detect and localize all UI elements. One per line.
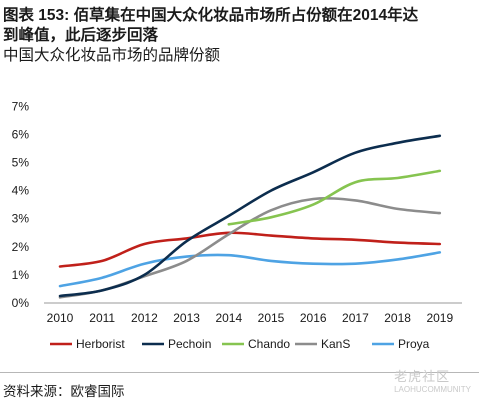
chart-title: 图表 153: 佰草集在中国大众化妆品市场所占份额在2014年达 到峰值，此后逐… [3, 6, 477, 66]
legend-label-kans: KanS [321, 337, 350, 351]
y-tick-label: 3% [12, 212, 30, 226]
source-divider [0, 372, 479, 373]
series-line-herborist [58, 231, 442, 268]
x-tick-label: 2019 [426, 311, 453, 325]
legend-label-herborist: Herborist [76, 337, 125, 351]
y-tick-label: 7% [12, 99, 30, 113]
title-line-2: 到峰值，此后逐步回落 [3, 27, 159, 44]
series-line-proya [58, 251, 442, 288]
y-tick-label: 0% [12, 296, 30, 310]
x-tick-label: 2015 [258, 311, 285, 325]
x-tick-label: 2013 [173, 311, 200, 325]
y-tick-label: 6% [12, 127, 30, 141]
watermark-logo: 老虎社区 LAOHUCOMMUNITY [394, 366, 471, 394]
x-tick-label: 2011 [89, 311, 115, 325]
x-tick-label: 2012 [131, 311, 158, 325]
legend-label-proya: Proya [398, 337, 430, 351]
watermark-subtext: LAOHUCOMMUNITY [394, 385, 471, 394]
x-tick-label: 2014 [215, 311, 242, 325]
y-tick-label: 4% [12, 184, 30, 198]
series-line-kans [58, 197, 442, 299]
title-line-3: 中国大众化妆品市场的品牌份额 [3, 47, 221, 64]
legend-label-pechoin: Pechoin [168, 337, 211, 351]
x-tick-label: 2016 [300, 311, 327, 325]
y-tick-label: 1% [12, 268, 30, 282]
legend-label-chando: Chando [248, 337, 290, 351]
y-tick-label: 5% [12, 156, 30, 170]
series-line-chando [227, 169, 442, 226]
x-tick-label: 2010 [47, 311, 74, 325]
watermark-text: 老虎社区 [394, 369, 451, 384]
title-line-1: 图表 153: 佰草集在中国大众化妆品市场所占份额在2014年达 [3, 7, 419, 24]
x-tick-label: 2017 [342, 311, 369, 325]
x-tick-label: 2018 [384, 311, 411, 325]
source-note: 资料来源：欧睿国际 [3, 384, 125, 399]
series-line-pechoin [58, 134, 442, 298]
y-tick-label: 2% [12, 240, 30, 254]
